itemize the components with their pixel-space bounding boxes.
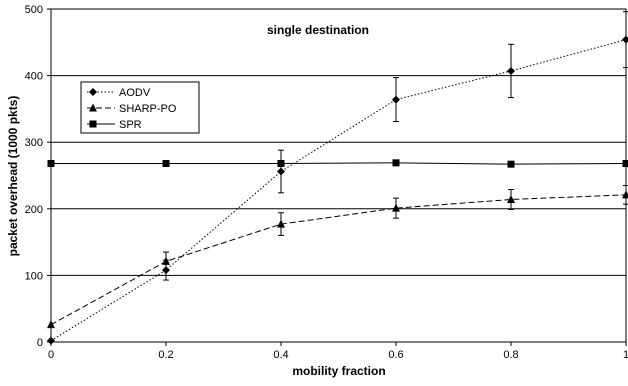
y-tick-label: 200 bbox=[25, 204, 43, 216]
series-line-sharp-po bbox=[51, 195, 626, 325]
axis-layer: 0 100 200 300 400 500 0 0.2 0.4 0.6 0.8 1 bbox=[25, 4, 628, 361]
data-point-aodv bbox=[392, 96, 400, 104]
x-tick-label: 0.8 bbox=[503, 349, 518, 361]
y-tick-label: 300 bbox=[25, 137, 43, 149]
legend-label: SHARP-PO bbox=[119, 103, 177, 115]
legend-marker bbox=[90, 121, 97, 128]
data-point-aodv bbox=[622, 36, 628, 44]
x-tick-label: 0.4 bbox=[273, 349, 288, 361]
series-spr bbox=[48, 159, 628, 167]
plot-frame bbox=[51, 9, 626, 342]
data-point-spr bbox=[393, 159, 400, 166]
series-sharp-po bbox=[47, 185, 628, 328]
x-axis-label: mobility fraction bbox=[292, 364, 385, 378]
series-layer bbox=[47, 12, 628, 345]
data-point-sharp-po bbox=[162, 257, 170, 265]
x-tick-label: 0.2 bbox=[158, 349, 173, 361]
data-point-spr bbox=[163, 160, 170, 167]
data-point-spr bbox=[623, 160, 628, 167]
data-point-aodv bbox=[277, 168, 285, 176]
y-tick-label: 500 bbox=[25, 4, 43, 16]
series-line-spr bbox=[51, 163, 626, 164]
legend-label: SPR bbox=[119, 119, 142, 131]
y-axis-label: packet overhead (1000 pkts) bbox=[6, 96, 20, 257]
data-point-aodv bbox=[507, 67, 515, 75]
series-aodv bbox=[47, 12, 628, 345]
legend: AODV SHARP-PO SPR bbox=[81, 82, 199, 133]
x-tick-label: 0 bbox=[48, 349, 54, 361]
data-point-sharp-po bbox=[622, 190, 628, 198]
legend-label: AODV bbox=[119, 87, 151, 99]
data-point-aodv bbox=[47, 337, 55, 345]
y-tick-label: 400 bbox=[25, 71, 43, 83]
x-tick-label: 1 bbox=[623, 349, 628, 361]
y-tick-label: 100 bbox=[25, 270, 43, 282]
chart-title: single destination bbox=[267, 23, 369, 37]
data-point-spr bbox=[278, 160, 285, 167]
data-point-spr bbox=[48, 160, 55, 167]
x-tick-label: 0.6 bbox=[388, 349, 403, 361]
data-point-spr bbox=[508, 161, 515, 168]
y-tick-label: 0 bbox=[37, 337, 43, 349]
data-point-sharp-po bbox=[47, 320, 55, 328]
